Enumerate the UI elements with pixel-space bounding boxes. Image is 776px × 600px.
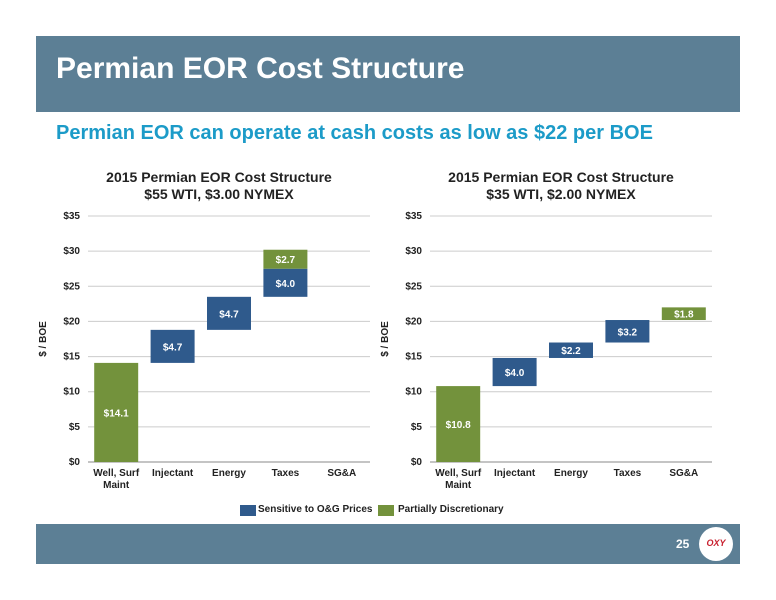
y-tick-label: $10: [405, 387, 422, 398]
x-category-label: Injectant: [152, 468, 194, 479]
legend-label-discretionary: Partially Discretionary: [398, 504, 504, 515]
chart-55-wti-svg: 2015 Permian EOR Cost Structure$55 WTI, …: [38, 169, 370, 491]
bar-segment: [605, 320, 650, 343]
chart-55-wti: 2015 Permian EOR Cost Structure $55 WTI, …: [30, 160, 380, 500]
y-tick-label: $20: [405, 316, 422, 327]
x-category-label: Taxes: [272, 468, 300, 479]
y-tick-label: $0: [69, 457, 81, 468]
footer-bar: 25 OXY: [36, 524, 740, 564]
bar-segment: [263, 249, 308, 269]
y-tick-label: $10: [63, 387, 80, 398]
legend-swatch-discretionary: [378, 505, 394, 516]
bar-data-label: $3.2: [618, 327, 638, 338]
y-tick-label: $25: [405, 281, 422, 292]
bar-data-label: $2.7: [276, 255, 296, 266]
bar-segment: [150, 329, 195, 363]
bar-segment: [492, 357, 537, 387]
x-category-label: Injectant: [494, 468, 536, 479]
bar-data-label: $10.8: [446, 420, 471, 431]
y-tick-label: $30: [405, 246, 422, 257]
bar-segment: [661, 307, 706, 321]
bar-segment: [263, 268, 308, 297]
bar-segment: [207, 296, 251, 330]
bar-data-label: $4.7: [219, 309, 239, 320]
legend-swatch-sensitive: [240, 505, 256, 516]
bar-segment: [94, 362, 139, 462]
oxy-logo-text: OXY: [706, 538, 726, 548]
y-axis-label: $ / BOE: [38, 321, 49, 357]
y-tick-label: $35: [405, 211, 422, 222]
y-tick-label: $30: [63, 246, 80, 257]
x-category-label: Maint: [445, 480, 472, 491]
x-category-label: Energy: [554, 468, 588, 479]
x-category-label: Taxes: [614, 468, 642, 479]
chart-35-wti-svg: 2015 Permian EOR Cost Structure$35 WTI, …: [380, 169, 712, 491]
bar-segment: [549, 342, 593, 358]
x-category-label: Well, Surf: [93, 468, 140, 479]
y-tick-label: $20: [63, 316, 80, 327]
x-category-label: Maint: [103, 480, 130, 491]
x-category-label: SG&A: [669, 468, 698, 479]
x-category-label: Energy: [212, 468, 246, 479]
chart-title: 2015 Permian EOR Cost Structure: [448, 169, 674, 185]
chart-title: 2015 Permian EOR Cost Structure: [106, 169, 332, 185]
bar-data-label: $14.1: [104, 408, 129, 419]
legend: Sensitive to O&G Prices Partially Discre…: [240, 504, 540, 520]
x-category-label: Well, Surf: [435, 468, 482, 479]
bar-data-label: $4.0: [276, 279, 296, 290]
y-axis-label: $ / BOE: [380, 321, 391, 357]
legend-label-sensitive: Sensitive to O&G Prices: [258, 504, 373, 515]
chart-subtitle: $55 WTI, $3.00 NYMEX: [144, 186, 294, 202]
page-number: 25: [676, 537, 690, 551]
title-bar: Permian EOR Cost Structure: [36, 36, 740, 112]
y-tick-label: $5: [411, 422, 423, 433]
y-tick-label: $15: [63, 352, 80, 363]
bar-data-label: $4.0: [505, 368, 525, 379]
page-title: Permian EOR Cost Structure: [56, 52, 465, 85]
chart-35-wti: 2015 Permian EOR Cost Structure $35 WTI, …: [372, 160, 722, 500]
y-tick-label: $0: [411, 457, 423, 468]
page-subtitle: Permian EOR can operate at cash costs as…: [56, 122, 653, 144]
bar-data-label: $4.7: [163, 342, 183, 353]
chart-subtitle: $35 WTI, $2.00 NYMEX: [486, 186, 636, 202]
bar-segment: [436, 386, 481, 462]
y-tick-label: $15: [405, 352, 422, 363]
bar-data-label: $1.8: [674, 310, 694, 321]
y-tick-label: $35: [63, 211, 80, 222]
bar-data-label: $2.2: [561, 346, 581, 357]
x-category-label: SG&A: [327, 468, 356, 479]
y-tick-label: $25: [63, 281, 80, 292]
y-tick-label: $5: [69, 422, 81, 433]
oxy-logo: OXY: [699, 527, 733, 561]
